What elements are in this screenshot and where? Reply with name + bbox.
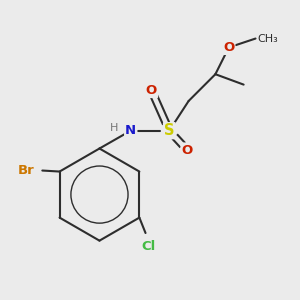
Text: O: O bbox=[146, 84, 157, 97]
Text: O: O bbox=[182, 143, 193, 157]
Text: S: S bbox=[164, 123, 175, 138]
Text: H: H bbox=[110, 123, 118, 133]
Text: N: N bbox=[125, 124, 136, 137]
Text: Br: Br bbox=[18, 164, 34, 177]
Text: O: O bbox=[223, 41, 234, 54]
Text: CH₃: CH₃ bbox=[257, 34, 278, 44]
Text: Cl: Cl bbox=[141, 240, 155, 253]
